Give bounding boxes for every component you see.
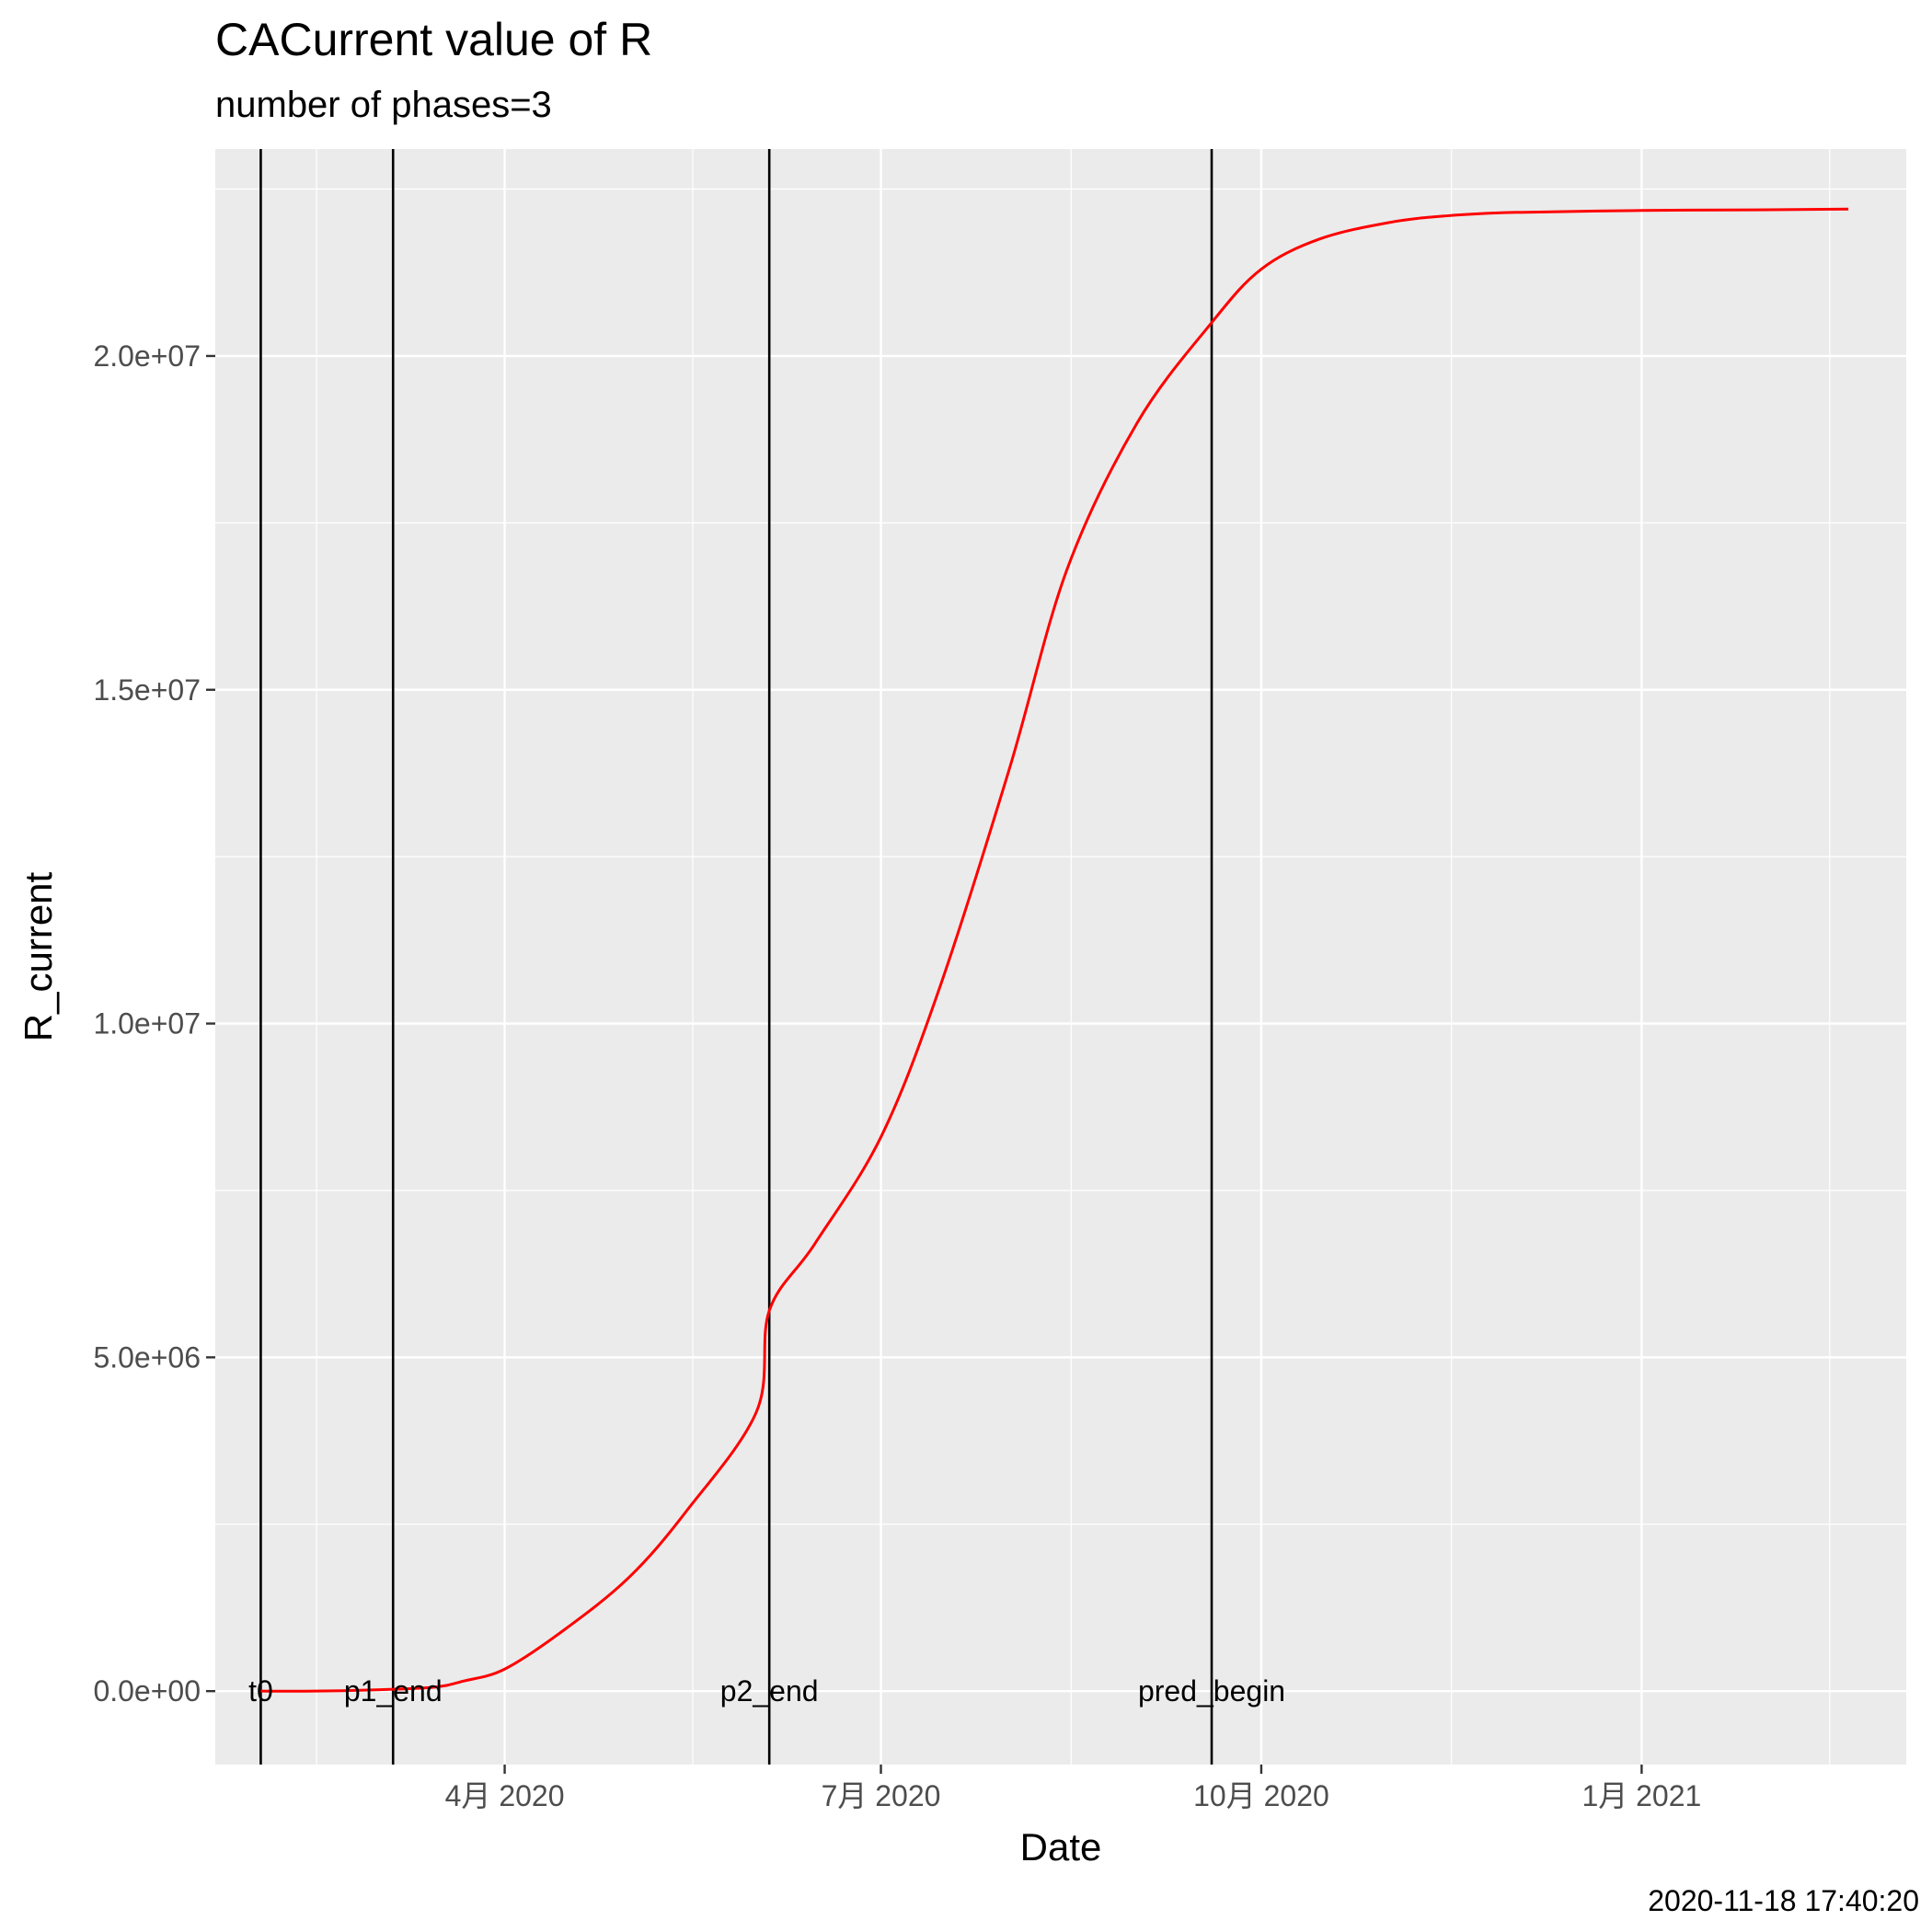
phase-label: p1_end — [344, 1674, 443, 1708]
phase-lines — [259, 149, 1213, 1765]
x-tick-label: 10月 2020 — [1193, 1779, 1329, 1812]
y-tick-label: 1.0e+07 — [93, 1007, 201, 1041]
x-axis-title: Date — [1020, 1825, 1102, 1869]
y-tick-label: 1.5e+07 — [93, 673, 201, 707]
phase-labels: t0 p1_end p2_end pred_begin — [248, 1674, 1285, 1708]
phase-label: pred_begin — [1138, 1674, 1285, 1708]
y-axis-title: R_current — [17, 871, 60, 1041]
y-tick-label: 2.0e+07 — [93, 339, 201, 373]
series-line-r-current — [260, 207, 1849, 1693]
chart-caption: 2020-11-18 17:40:20 — [1648, 1884, 1919, 1917]
phase-label: p2_end — [720, 1674, 819, 1708]
grid-major — [215, 149, 1906, 1765]
x-tick-label: 7月 2020 — [822, 1779, 941, 1812]
y-tick-label: 5.0e+06 — [93, 1340, 201, 1374]
chart-title: CACurrent value of R — [215, 14, 653, 65]
x-tick-label: 1月 2021 — [1581, 1779, 1701, 1812]
chart-subtitle: number of phases=3 — [215, 85, 552, 125]
y-tick-label: 0.0e+00 — [93, 1674, 201, 1708]
phase-label: t0 — [248, 1674, 273, 1708]
x-tick-label: 4月 2020 — [445, 1779, 565, 1812]
grid-minor — [215, 149, 1906, 1765]
y-axis: 0.0e+00 5.0e+06 1.0e+07 1.5e+07 2.0e+07 — [93, 339, 215, 1708]
plot-panel — [215, 149, 1906, 1765]
x-axis: 4月 2020 7月 2020 10月 2020 1月 2021 — [445, 1765, 1701, 1812]
